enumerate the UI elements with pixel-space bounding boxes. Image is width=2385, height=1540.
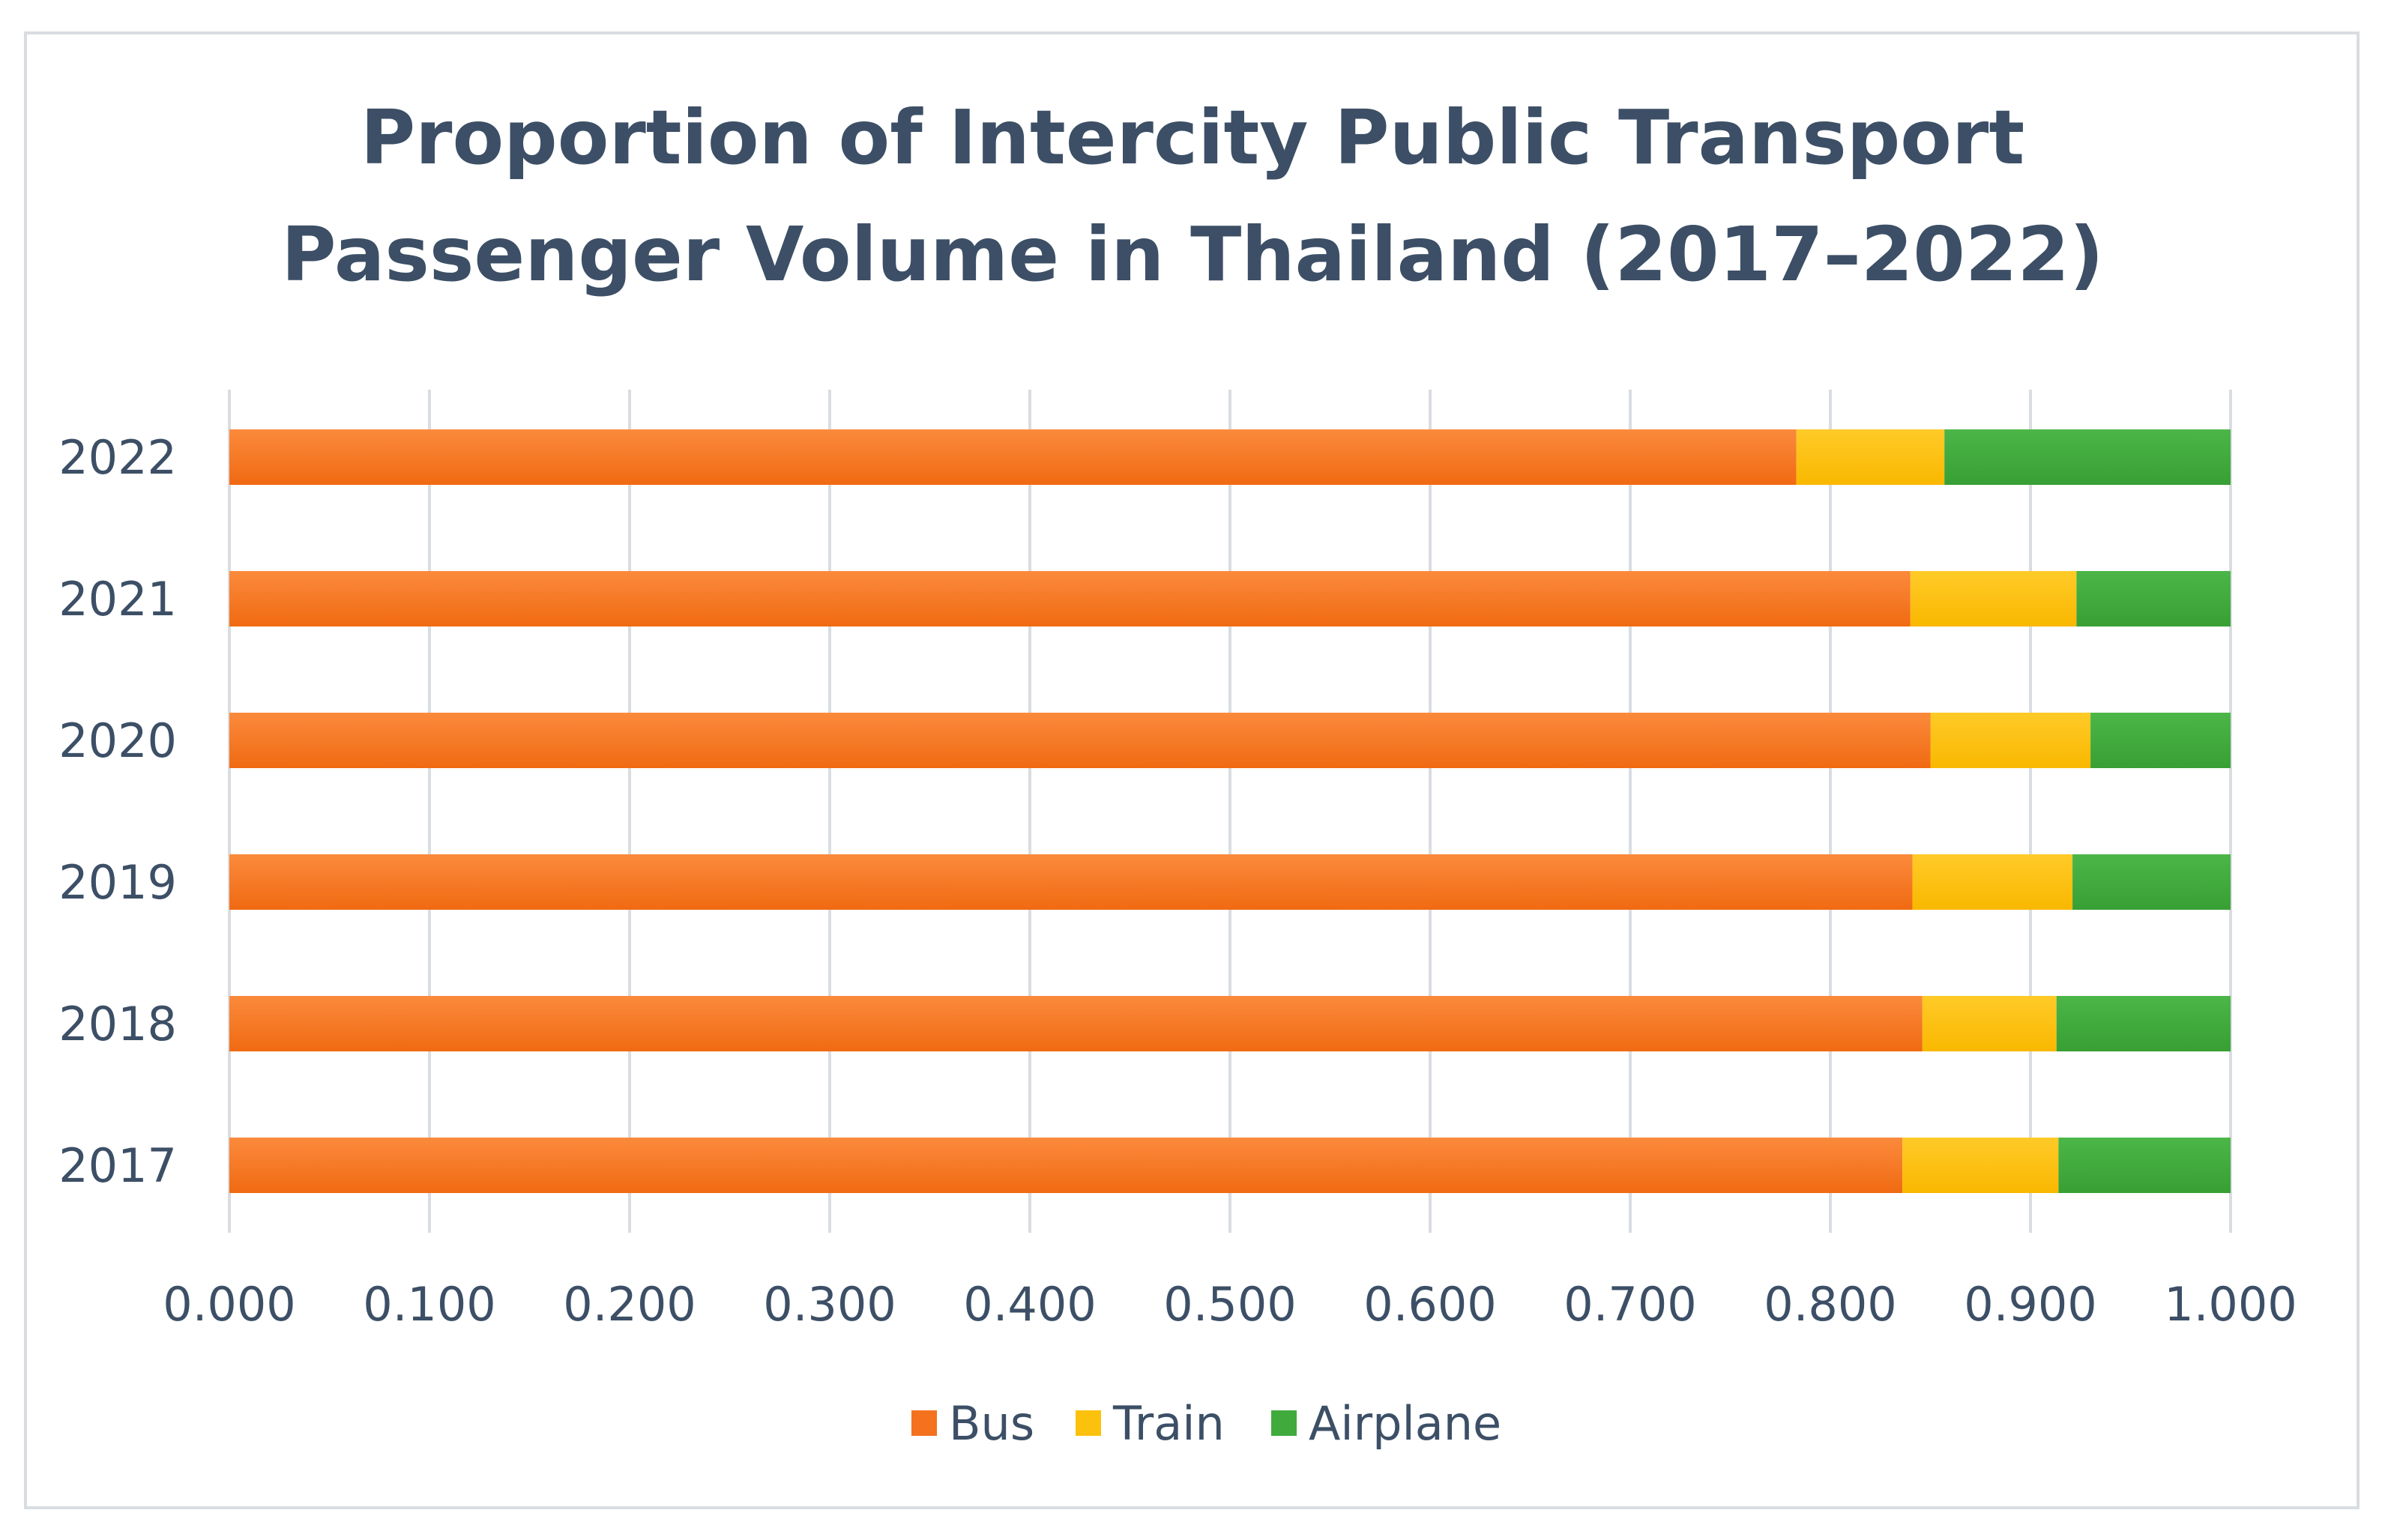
bar-train-2017	[1902, 1138, 2059, 1193]
chart-title-line-2: Passenger Volume in Thailand (2017–2022)	[281, 211, 2103, 298]
legend: Bus Train Airplane	[911, 1396, 1501, 1451]
gridlines	[228, 390, 2232, 1233]
bar-airplane-2022	[1944, 429, 2231, 485]
x-tick-label: 0.700	[1564, 1277, 1697, 1332]
bar-train-2018	[1922, 996, 2057, 1051]
bar-train-2022	[1796, 429, 1945, 485]
x-tick-label: 0.400	[963, 1277, 1097, 1332]
bar-train-2021	[1910, 571, 2077, 626]
y-tick-label: 2017	[58, 1138, 177, 1193]
x-tick-label: 1.000	[2164, 1277, 2297, 1332]
bar-bus-2019	[229, 854, 1913, 910]
bar-bus-2022	[229, 429, 1797, 485]
bar-airplane-2017	[2058, 1138, 2231, 1193]
legend-swatch-bus	[911, 1410, 937, 1436]
x-tick-label: 0.800	[1764, 1277, 1897, 1332]
bar-bus-2018	[229, 996, 1923, 1051]
y-tick-label: 2022	[58, 430, 177, 485]
y-tick-label: 2021	[58, 572, 177, 626]
x-axis-labels: 0.000 0.100 0.200 0.300 0.400 0.500 0.600 0.700…	[163, 1277, 2297, 1332]
bar-bus-2017	[229, 1138, 1903, 1193]
bar-airplane-2018	[2056, 996, 2231, 1051]
legend-label-bus: Bus	[949, 1396, 1034, 1451]
bars	[229, 429, 2231, 1193]
x-tick-label: 0.100	[363, 1277, 496, 1332]
y-tick-label: 2019	[58, 855, 177, 910]
y-tick-label: 2018	[58, 997, 177, 1051]
x-tick-label: 0.200	[563, 1277, 696, 1332]
legend-swatch-airplane	[1271, 1410, 1297, 1436]
bar-train-2020	[1930, 713, 2091, 768]
legend-label-airplane: Airplane	[1309, 1396, 1501, 1451]
chart-title: Proportion of Intercity Public Transport…	[281, 94, 2103, 298]
bar-bus-2020	[229, 713, 1931, 768]
bar-airplane-2021	[2076, 571, 2231, 626]
legend-swatch-train	[1076, 1410, 1101, 1436]
x-tick-label: 0.900	[1964, 1277, 2097, 1332]
chart-title-line-1: Proportion of Intercity Public Transport	[361, 94, 2024, 181]
y-axis-labels: 2022 2021 2020 2019 2018 2017	[58, 430, 177, 1193]
legend-label-train: Train	[1112, 1396, 1225, 1451]
bar-train-2019	[1912, 854, 2073, 910]
bar-airplane-2020	[2090, 713, 2231, 768]
x-tick-label: 0.000	[163, 1277, 296, 1332]
x-tick-label: 0.300	[763, 1277, 896, 1332]
bar-airplane-2019	[2072, 854, 2231, 910]
x-tick-label: 0.600	[1363, 1277, 1497, 1332]
x-tick-label: 0.500	[1163, 1277, 1297, 1332]
chart-frame	[24, 31, 2360, 1509]
bar-bus-2021	[229, 571, 1911, 626]
y-tick-label: 2020	[58, 713, 177, 768]
